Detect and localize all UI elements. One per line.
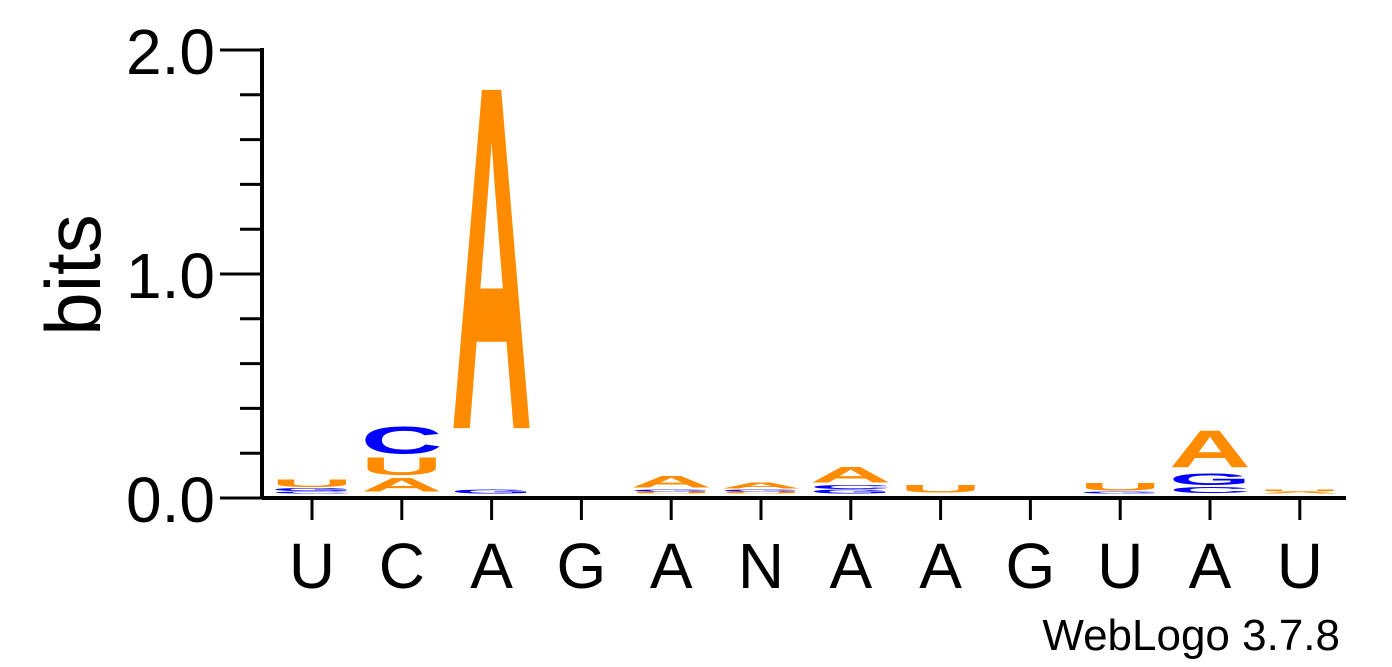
logo-letter-a: A [1259,491,1341,494]
logo-letter-g: G [1079,491,1161,494]
logo-letter-g: G [720,489,802,492]
y-tick-label: 1.0 [126,240,215,312]
logo-letter-g: G [271,487,353,492]
axes: 0.01.02.0U C A G A N A A G U A U [126,16,1346,602]
logo-letter-a: A [720,481,802,490]
logo-letter-c: C [361,418,443,462]
logo-letter-g: G [1169,470,1251,489]
logo-letter-u: U [271,477,353,489]
logo-letter-u: U [1079,480,1161,492]
x-tick-label: A [470,530,513,602]
logo-letter-u: U [361,453,443,481]
logo-letter-c: C [271,491,353,494]
logo-letter-g: G [810,488,892,494]
x-tick-label: A [650,530,693,602]
x-tick-label: A [1189,530,1232,602]
y-tick-label: 0.0 [126,464,215,536]
logo-letter-u: U [900,483,982,495]
logo-letter-u: U [630,491,712,494]
x-tick-label: N [738,530,784,602]
logo-letter-a: A [451,0,533,533]
logo-letter-u: U [720,491,802,494]
weblogo-credit: WebLogo 3.7.8 [1042,611,1340,660]
x-tick-label: U [1277,530,1323,602]
x-tick-label: U [289,530,335,602]
x-tick-label: G [1006,530,1056,602]
logo-letter-u: U [1259,489,1341,492]
x-tick-label: C [379,530,425,602]
logo-letter-c: C [810,484,892,490]
logo-letter-a: A [361,474,443,496]
logo-letter-g: G [451,488,533,494]
logo-letter-a: A [630,473,712,491]
x-tick-label: G [557,530,607,602]
logo-letter-c: C [1169,486,1251,495]
x-tick-label: A [829,530,872,602]
x-tick-label: A [919,530,962,602]
logo-letter-a: A [810,462,892,487]
x-tick-label: U [1097,530,1143,602]
y-axis-label: bits [29,214,117,335]
logo-letter-a: A [1169,420,1251,479]
logo-letter-g: G [630,489,712,492]
y-tick-label: 2.0 [126,16,215,88]
